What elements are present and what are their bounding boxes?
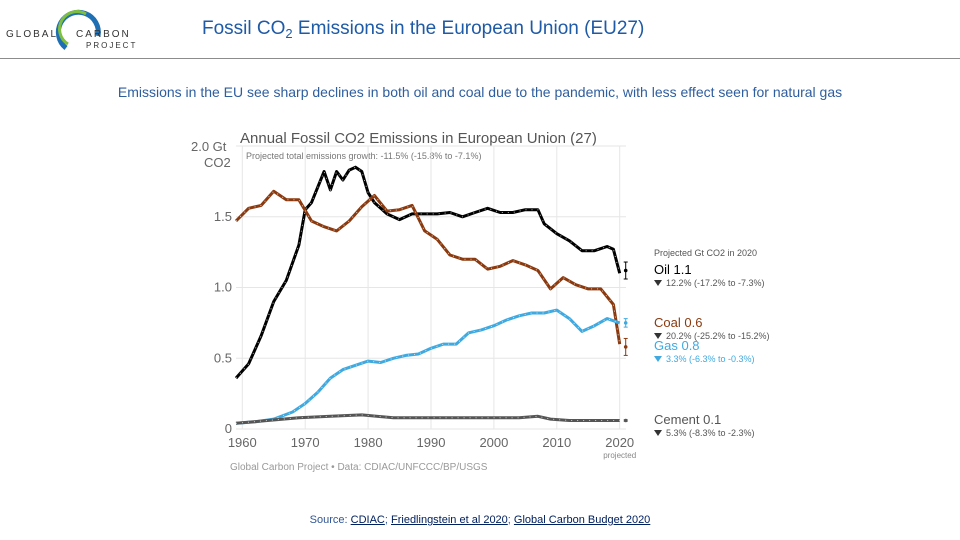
source-sep-1: ; [384,514,391,526]
y-axis-label-top: 2.0 Gt [191,139,227,154]
source-line: Source: CDIAC; Friedlingstein et al 2020… [0,514,960,526]
x-tick-label: 2000 [479,435,508,450]
y-tick-label: 0 [225,421,232,436]
y-axis-label-unit: CO2 [204,155,231,170]
x-tick-label: 1970 [291,435,320,450]
slide-title: Fossil CO2 Emissions in the European Uni… [202,18,644,41]
x-tick-projected-label: projected [603,451,636,460]
logo-word-global: GLOBAL [6,29,58,40]
x-tick-label: 2010 [542,435,571,450]
series-line-coal [234,189,622,345]
y-tick-label: 1.5 [214,209,232,224]
x-tick-label: 1980 [354,435,383,450]
legend-value-cement: 0.1 [703,412,721,427]
source-link-cdiac[interactable]: CDIAC [350,514,385,526]
legend-name-cement: Cement [654,412,703,427]
series-line-gas-dots [235,309,620,424]
legend-label-coal: Coal 0.6 [654,315,702,330]
chart-gridlines [236,145,626,430]
series-line-gas [235,308,621,425]
slide-subtitle: Emissions in the EU see sharp declines i… [117,84,843,100]
x-tick-label: 2020 [605,435,634,450]
legend-change-gas: 3.3% (-6.3% to -0.3%) [666,354,755,364]
y-tick-label: 0.5 [214,350,232,365]
chart-subtitle: Projected total emissions growth: -11.5%… [246,151,481,161]
legend-change-coal: 20.2% (-25.2% to -15.2%) [666,331,770,341]
chart-legend: Projected Gt CO2 in 2020 Oil 1.112.2% (-1… [654,248,770,438]
projection-point-cement [623,418,628,423]
legend-change-oil: 12.2% (-17.2% to -7.3%) [666,278,765,288]
series-line-oil [234,165,622,380]
legend-down-triangle-icon [654,356,662,362]
legend-label-cement: Cement 0.1 [654,412,721,427]
slide-title-pre: Fossil CO [202,18,286,39]
legend-down-triangle-icon [654,430,662,436]
emissions-line-chart: Annual Fossil CO2 Emissions in European … [191,130,770,473]
logo-word-project: PROJECT [86,41,137,50]
projection-point-gas [623,321,628,325]
y-tick-label: 1.0 [214,280,232,295]
logo-word-carbon: CARBON [76,29,131,40]
legend-heading: Projected Gt CO2 in 2020 [654,248,757,258]
legend-down-triangle-icon [654,280,662,286]
slide-title-post: Emissions in the European Union (EU27) [292,18,645,39]
legend-name-oil: Oil [654,262,674,277]
chart-credit: Global Carbon Project • Data: CDIAC/UNFC… [230,462,488,473]
source-link-gcb[interactable]: Global Carbon Budget 2020 [513,514,651,526]
slide-header: GLOBAL CARBON PROJECT Fossil CO2 Emissio… [0,0,960,59]
chart-tick-labels: 0 0.5 1.0 1.5 1960 1970 1980 1990 2000 2010 2020pr… [214,209,636,460]
legend-change-cement: 5.3% (-8.3% to -2.3%) [666,428,755,438]
legend-name-gas: Gas [654,338,681,353]
chart-title: Annual Fossil CO2 Emissions in European … [240,130,597,147]
source-prefix: Source: [309,514,351,526]
projection-point-oil [623,268,628,273]
source-sep-2: ; [507,514,514,526]
legend-down-triangle-icon [654,333,662,339]
legend-value-oil: 1.1 [674,262,692,277]
legend-value-coal: 0.6 [684,315,702,330]
global-carbon-project-logo: GLOBAL CARBON PROJECT [6,9,137,50]
projection-point-coal [623,345,628,349]
x-tick-label: 1960 [228,435,257,450]
x-tick-label: 1990 [417,435,446,450]
legend-name-coal: Coal [654,315,684,330]
chart-series-lines [234,165,628,425]
series-line-cement [235,413,620,425]
logo-leaf-icon [58,10,87,46]
legend-value-gas: 0.8 [681,338,699,353]
source-link-friedlingstein[interactable]: Friedlingstein et al 2020 [391,514,508,526]
legend-label-gas: Gas 0.8 [654,338,700,353]
slide-title-sub: 2 [285,26,293,41]
legend-label-oil: Oil 1.1 [654,262,692,277]
